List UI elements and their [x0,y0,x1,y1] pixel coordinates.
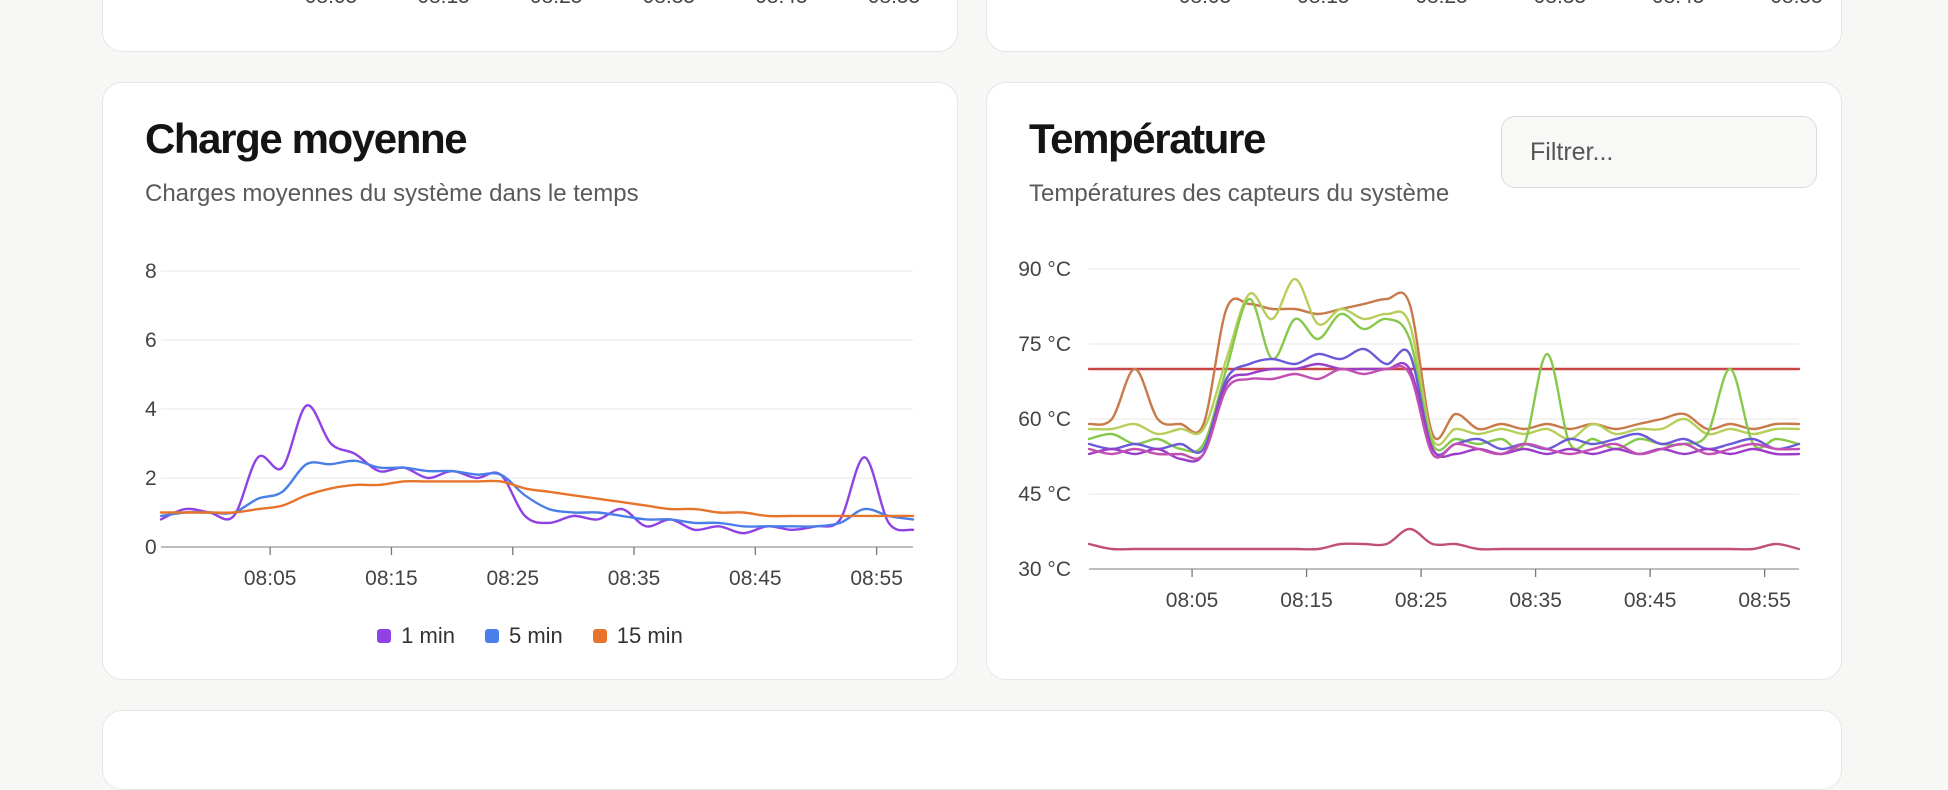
legend-label-5min: 5 min [508,623,563,648]
top-x-tick-label: 08:05 [1179,0,1232,8]
legend-label-1min: 1 min [401,623,455,648]
load-y-tick-label: 8 [145,260,157,283]
load-y-tick-label: 0 [145,536,157,559]
top-x-tick-label: 08:45 [755,0,808,8]
load-average-description: Charges moyennes du système dans le temp… [145,180,639,207]
load-x-tick-label: 08:35 [608,567,661,590]
temp-x-tick-label: 08:05 [1166,589,1219,612]
temp-x-tick-label: 08:45 [1624,589,1677,612]
legend-item-5min[interactable]: 5 min [484,623,563,649]
legend-item-15min[interactable]: 15 min [592,623,683,649]
load-x-tick-label: 08:25 [486,567,539,590]
top-x-tick-label: 08:05 [305,0,358,8]
load-average-title: Charge moyenne [145,115,468,162]
load-y-tick-label: 4 [145,398,157,421]
top-x-tick-label: 08:45 [1652,0,1705,8]
legend-label-15min: 15 min [616,623,683,648]
top-x-tick-label: 08:15 [417,0,470,8]
load-average-chart[interactable]: 0 2 4 6 8 08:05 08:15 08:25 08:35 08:45 08:55 [103,83,958,680]
temperature-title: Température [1029,115,1266,162]
load-x-tick-label: 08:05 [244,567,297,590]
legend-swatch-5min [484,629,499,643]
memory-usage-card-partial: 08:05 08:15 08:25 08:35 08:45 08:55 [986,0,1842,52]
top-x-tick-label: 08:25 [1415,0,1468,8]
cpu-usage-card-partial: 08:05 08:15 08:25 08:35 08:45 08:55 [102,0,958,52]
load-series-line-2[interactable] [159,459,915,528]
top-left-axis: 08:05 08:15 08:25 08:35 08:45 08:55 [305,0,921,8]
temperature-card: Température Températures des capteurs du… [986,82,1842,680]
top-x-tick-label: 08:55 [1770,0,1823,8]
load-y-tick-label: 6 [145,329,157,352]
temperature-chart[interactable]: 30 °C 45 °C 60 °C 75 °C 90 °C 08:05 08:15 08:25… [987,83,1842,680]
load-series-line-1[interactable] [159,404,915,535]
temp-series-line-3[interactable] [1087,277,1801,447]
temp-series-line-2[interactable] [1087,291,1801,441]
legend-swatch-15min [592,629,607,643]
temp-x-tick-label: 08:25 [1395,589,1448,612]
temp-x-tick-label: 08:15 [1280,589,1333,612]
load-series-line-3[interactable] [159,479,915,518]
temp-y-tick-label: 30 °C [1018,558,1071,581]
top-right-axis: 08:05 08:15 08:25 08:35 08:45 08:55 [1179,0,1823,8]
temp-series-line-8[interactable] [1087,527,1801,551]
top-x-tick-label: 08:15 [1297,0,1350,8]
top-x-tick-label: 08:35 [643,0,696,8]
load-average-legend: 1 min 5 min 15 min [103,623,957,649]
sensor-filter-input[interactable] [1501,116,1817,188]
temp-y-tick-label: 90 °C [1018,258,1071,281]
temp-series-line-5[interactable] [1087,347,1801,456]
load-average-card: Charge moyenne Charges moyennes du systè… [102,82,958,680]
temperature-description: Températures des capteurs du système [1029,180,1450,207]
temp-x-tick-label: 08:35 [1509,589,1562,612]
temp-x-tick-label: 08:55 [1738,589,1791,612]
load-x-tick-label: 08:45 [729,567,782,590]
temp-series-line-7[interactable] [1087,364,1801,460]
temp-y-tick-label: 60 °C [1018,408,1071,431]
temp-y-tick-label: 75 °C [1018,333,1071,356]
legend-item-1min[interactable]: 1 min [377,623,455,649]
next-card-partial [102,710,1842,790]
top-x-tick-label: 08:55 [868,0,921,8]
load-y-tick-label: 2 [145,467,157,490]
top-x-tick-label: 08:25 [530,0,583,8]
temp-y-tick-label: 45 °C [1018,483,1071,506]
top-x-tick-label: 08:35 [1534,0,1587,8]
load-x-tick-label: 08:55 [850,567,903,590]
legend-swatch-1min [377,629,392,643]
load-x-tick-label: 08:15 [365,567,418,590]
